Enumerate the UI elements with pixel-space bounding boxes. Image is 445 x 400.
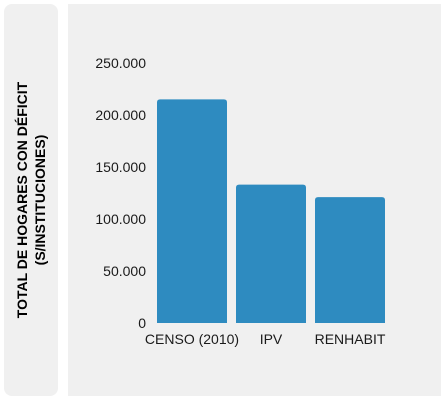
y-tick-label: 200.000 bbox=[95, 107, 146, 123]
bar bbox=[236, 184, 306, 323]
y-tick-label: 100.000 bbox=[95, 211, 146, 227]
bars bbox=[157, 99, 385, 324]
x-tick-label: RENHABIT bbox=[315, 331, 386, 347]
bar bbox=[315, 197, 385, 323]
x-tick-label: IPV bbox=[260, 331, 283, 347]
y-tick-label: 250.000 bbox=[95, 55, 146, 71]
ylabel-panel bbox=[4, 4, 58, 396]
y-axis-ticks: 0 50.000 100.000 150.000 200.000 250.000 bbox=[95, 55, 146, 331]
y-tick-label: 0 bbox=[138, 315, 146, 331]
y-tick-label: 150.000 bbox=[95, 159, 146, 175]
bar bbox=[157, 99, 227, 324]
x-axis-labels: CENSO (2010) IPV RENHABIT bbox=[145, 331, 386, 347]
y-tick-label: 50.000 bbox=[103, 263, 146, 279]
x-tick-label: CENSO (2010) bbox=[145, 331, 239, 347]
